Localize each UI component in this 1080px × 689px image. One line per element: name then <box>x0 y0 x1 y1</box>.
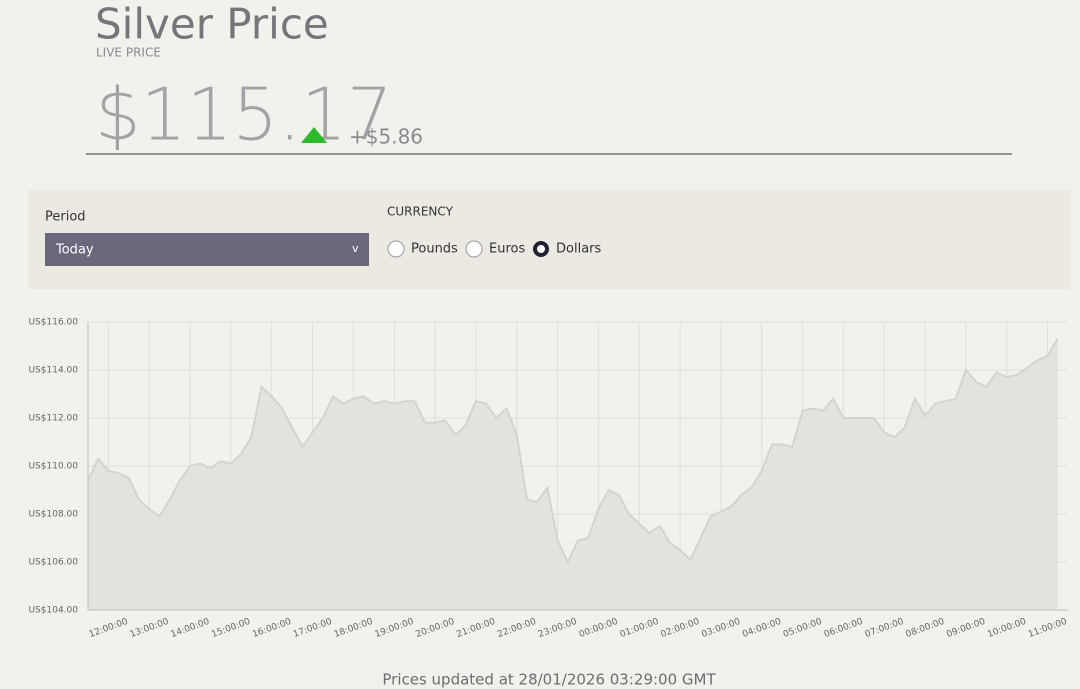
radio[interactable] <box>533 241 549 257</box>
up-arrow <box>301 127 327 143</box>
x-tick-label: 16:00:00 <box>251 617 293 640</box>
x-tick-label: 04:00:00 <box>741 617 783 640</box>
select-caret: v <box>352 242 359 255</box>
y-tick-label: US$110.00 <box>28 462 78 472</box>
period-value: Today <box>55 243 94 258</box>
area-line <box>87 338 1059 565</box>
radio-label: Dollars <box>556 242 601 257</box>
x-tick-label: 20:00:00 <box>415 617 457 640</box>
x-tick-label: 03:00:00 <box>700 617 742 640</box>
x-tick-label: 02:00:00 <box>660 617 702 640</box>
x-tick-label: 15:00:00 <box>210 617 252 640</box>
period-label: Period <box>45 210 86 225</box>
x-tick-label: 14:00:00 <box>170 617 212 640</box>
x-tick-label: 12:00:00 <box>88 617 130 640</box>
footer: Prices updated at 28/01/2026 03:29:00 GM… <box>382 671 716 689</box>
y-tick-label: US$106.00 <box>28 558 78 568</box>
y-tick-label: US$114.00 <box>28 366 78 376</box>
area <box>88 338 1058 610</box>
x-tick-label: 06:00:00 <box>823 617 865 640</box>
x-tick-label: 07:00:00 <box>864 617 906 640</box>
x-tick-label: 08:00:00 <box>905 617 947 640</box>
x-tick-label: 13:00:00 <box>129 617 171 640</box>
radio-label: Euros <box>489 242 525 257</box>
title: Silver Price <box>95 0 329 49</box>
subtitle: LIVE PRICE <box>96 46 161 60</box>
x-tick-label: 23:00:00 <box>537 617 579 640</box>
y-tick-label: US$108.00 <box>28 510 78 520</box>
y-tick-label: US$112.00 <box>28 414 78 424</box>
radio-label: Pounds <box>411 242 458 257</box>
x-tick-label: 01:00:00 <box>619 617 661 640</box>
radio[interactable] <box>387 240 405 258</box>
x-tick-label: 22:00:00 <box>496 617 538 640</box>
x-tick-label: 21:00:00 <box>455 617 497 640</box>
x-tick-label: 18:00:00 <box>333 617 375 640</box>
radio[interactable] <box>465 240 483 258</box>
x-tick-label: 11:00:00 <box>1027 617 1069 640</box>
y-tick-label: US$116.00 <box>28 318 78 328</box>
x-tick-label: 19:00:00 <box>374 617 416 640</box>
x-tick-label: 09:00:00 <box>945 617 987 640</box>
y-tick-label: US$104.00 <box>28 606 78 616</box>
price: $115.17 <box>95 73 393 157</box>
price-change: +$5.86 <box>349 125 423 149</box>
period-select[interactable] <box>45 233 369 266</box>
x-tick-label: 05:00:00 <box>782 617 824 640</box>
x-tick-label: 00:00:00 <box>578 617 620 640</box>
x-tick-label: 17:00:00 <box>292 617 334 640</box>
currency-label: CURRENCY <box>387 205 454 219</box>
x-tick-label: 10:00:00 <box>986 617 1028 640</box>
